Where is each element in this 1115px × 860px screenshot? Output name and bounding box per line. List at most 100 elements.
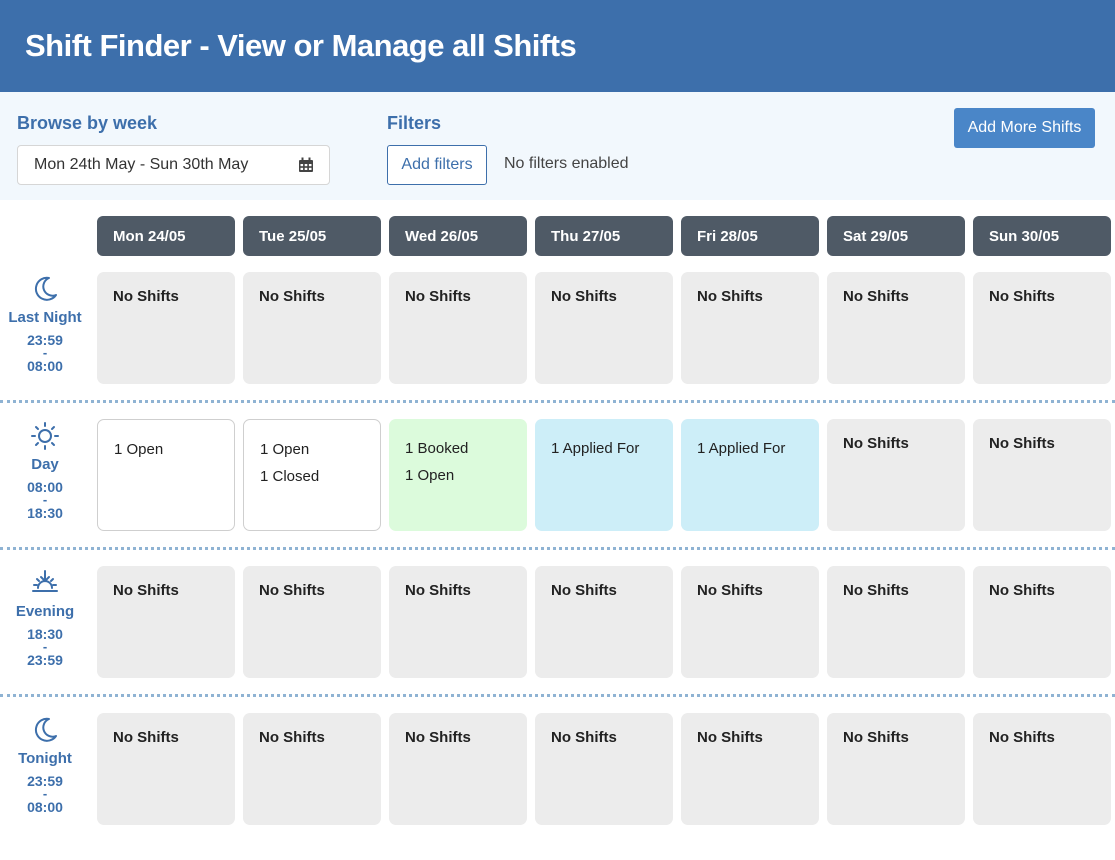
controls-bar: Browse by week Mon 24th May - Sun 30th M… bbox=[0, 92, 1115, 200]
shift-cell[interactable]: No Shifts bbox=[389, 272, 527, 384]
time-separator: - bbox=[42, 345, 48, 360]
sunset-icon bbox=[30, 568, 60, 598]
shift-cell-status: No Shifts bbox=[697, 288, 763, 305]
shift-cell[interactable]: 1 Open 1 Closed bbox=[243, 419, 381, 531]
shift-cell[interactable]: No Shifts bbox=[97, 713, 235, 825]
shift-cell-status: No Shifts bbox=[697, 582, 763, 599]
shift-cell[interactable]: No Shifts bbox=[243, 713, 381, 825]
shift-name: Day bbox=[31, 456, 59, 473]
shift-cell[interactable]: No Shifts bbox=[535, 566, 673, 678]
day-header: Tue 25/05 bbox=[243, 216, 381, 256]
shift-cell[interactable]: No Shifts bbox=[535, 272, 673, 384]
shift-cell[interactable]: No Shifts bbox=[973, 272, 1111, 384]
shift-cell[interactable]: No Shifts bbox=[827, 566, 965, 678]
shift-cell-status: No Shifts bbox=[843, 582, 909, 599]
shift-cell[interactable]: No Shifts bbox=[681, 272, 819, 384]
shift-cell-status: No Shifts bbox=[259, 288, 325, 305]
week-picker[interactable]: Mon 24th May - Sun 30th May bbox=[17, 145, 330, 185]
page-title: Shift Finder - View or Manage all Shifts bbox=[25, 28, 577, 63]
shift-start-time: 23:59 bbox=[27, 332, 63, 348]
time-separator: - bbox=[42, 786, 48, 801]
shift-cell-status: 1 Applied For bbox=[551, 440, 640, 457]
shift-cell[interactable]: 1 Open bbox=[97, 419, 235, 531]
shift-cell[interactable]: No Shifts bbox=[827, 419, 965, 531]
shift-row: Evening 18:30-23:59 No Shifts No Shifts No S… bbox=[0, 566, 1115, 713]
shift-cell-status: 1 Open bbox=[114, 441, 164, 458]
time-separator: - bbox=[42, 492, 48, 507]
shift-cell-status: No Shifts bbox=[989, 729, 1055, 746]
shift-cell[interactable]: 1 Applied For bbox=[535, 419, 673, 531]
moon-icon bbox=[30, 715, 60, 745]
shift-row: Last Night 23:59-08:00 No Shifts No Shifts N… bbox=[0, 272, 1115, 419]
shift-cell-status: No Shifts bbox=[113, 288, 179, 305]
shift-cell[interactable]: No Shifts bbox=[827, 272, 965, 384]
shift-start-time: 18:30 bbox=[27, 626, 63, 642]
shift-cell-status: No Shifts bbox=[113, 582, 179, 599]
shift-cell[interactable]: No Shifts bbox=[973, 419, 1111, 531]
shift-start-time: 08:00 bbox=[27, 479, 63, 495]
shift-cell[interactable]: No Shifts bbox=[681, 566, 819, 678]
row-divider bbox=[0, 400, 1115, 403]
shift-cell-status: No Shifts bbox=[989, 582, 1055, 599]
shift-cell-status: 1 Applied For bbox=[697, 440, 786, 457]
shift-cell-status: No Shifts bbox=[259, 582, 325, 599]
shift-cell[interactable]: No Shifts bbox=[243, 566, 381, 678]
calendar-icon bbox=[299, 157, 313, 172]
shift-row: Tonight 23:59-08:00 No Shifts No Shifts No S… bbox=[0, 713, 1115, 860]
shift-cell-status: No Shifts bbox=[989, 435, 1055, 452]
add-filters-button[interactable]: Add filters bbox=[387, 145, 487, 185]
shift-cell[interactable]: No Shifts bbox=[681, 713, 819, 825]
sun-icon bbox=[30, 421, 60, 451]
shift-cell[interactable]: No Shifts bbox=[535, 713, 673, 825]
shift-cell[interactable]: No Shifts bbox=[827, 713, 965, 825]
shift-cell[interactable]: 1 Applied For bbox=[681, 419, 819, 531]
row-divider bbox=[0, 694, 1115, 697]
add-more-shifts-button[interactable]: Add More Shifts bbox=[954, 108, 1095, 148]
browse-by-week-label: Browse by week bbox=[17, 113, 158, 133]
shift-row-label: Day 08:00-18:30 bbox=[0, 419, 90, 539]
day-header: Wed 26/05 bbox=[389, 216, 527, 256]
shift-cell[interactable]: No Shifts bbox=[973, 713, 1111, 825]
shift-name: Last Night bbox=[8, 309, 82, 326]
filters-status: No filters enabled bbox=[504, 155, 629, 172]
shift-cell[interactable]: 1 Booked 1 Open bbox=[389, 419, 527, 531]
day-header: Sat 29/05 bbox=[827, 216, 965, 256]
shift-name: Evening bbox=[15, 603, 75, 620]
shift-cell-status: No Shifts bbox=[405, 729, 471, 746]
shift-cell-status: No Shifts bbox=[113, 729, 179, 746]
shift-end-time: 08:00 bbox=[27, 799, 63, 815]
shift-cell-status: No Shifts bbox=[405, 288, 471, 305]
shift-end-time: 18:30 bbox=[27, 505, 63, 521]
shift-cell[interactable]: No Shifts bbox=[243, 272, 381, 384]
shift-row-label: Last Night 23:59-08:00 bbox=[0, 272, 90, 392]
shift-cell[interactable]: No Shifts bbox=[389, 566, 527, 678]
shift-row-label: Evening 18:30-23:59 bbox=[0, 566, 90, 686]
row-divider bbox=[0, 547, 1115, 550]
shift-end-time: 08:00 bbox=[27, 358, 63, 374]
shift-row-label: Tonight 23:59-08:00 bbox=[0, 713, 90, 833]
shift-cell-status: 1 Booked bbox=[405, 440, 469, 457]
day-header: Mon 24/05 bbox=[97, 216, 235, 256]
page-header: Shift Finder - View or Manage all Shifts bbox=[0, 0, 1115, 92]
shift-cell-status: No Shifts bbox=[259, 729, 325, 746]
shift-start-time: 23:59 bbox=[27, 773, 63, 789]
day-header: Sun 30/05 bbox=[973, 216, 1111, 256]
shift-cell[interactable]: No Shifts bbox=[97, 566, 235, 678]
shift-cell-status: No Shifts bbox=[989, 288, 1055, 305]
week-picker-value: Mon 24th May - Sun 30th May bbox=[34, 156, 249, 173]
shift-cell-status: No Shifts bbox=[551, 582, 617, 599]
shift-cell-status: No Shifts bbox=[405, 582, 471, 599]
shift-cell[interactable]: No Shifts bbox=[97, 272, 235, 384]
shift-row: Day 08:00-18:30 1 Open 1 Open 1 Closed 1 Book… bbox=[0, 419, 1115, 566]
shift-cell-status: 1 Closed bbox=[260, 468, 320, 485]
shift-cell-status: No Shifts bbox=[551, 729, 617, 746]
shift-cell-status: No Shifts bbox=[843, 729, 909, 746]
shift-end-time: 23:59 bbox=[27, 652, 63, 668]
shift-cell-status: 1 Open bbox=[260, 441, 310, 458]
shift-cell-status: No Shifts bbox=[843, 288, 909, 305]
shift-cell[interactable]: No Shifts bbox=[973, 566, 1111, 678]
shift-cell[interactable]: No Shifts bbox=[389, 713, 527, 825]
shift-cell-status: No Shifts bbox=[697, 729, 763, 746]
filters-label: Filters bbox=[387, 113, 442, 133]
shift-cell-status: 1 Open bbox=[405, 467, 455, 484]
